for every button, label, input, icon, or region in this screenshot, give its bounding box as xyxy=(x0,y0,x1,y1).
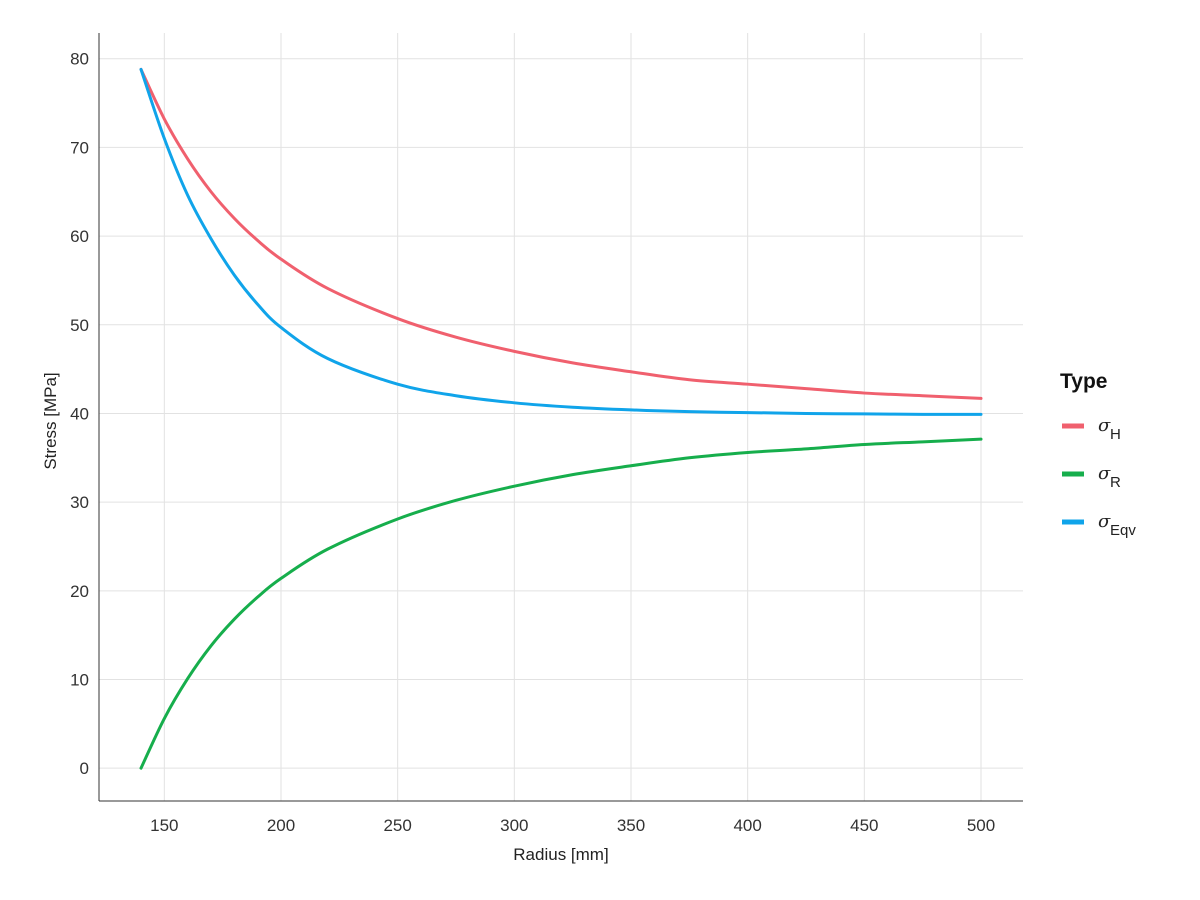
y-tick-label: 40 xyxy=(70,404,89,423)
y-axis-title: Stress [MPa] xyxy=(41,372,60,469)
series-line-sigma-h xyxy=(139,67,983,400)
legend-symbol: σ xyxy=(1098,415,1111,436)
x-tick-label: 250 xyxy=(383,816,411,835)
x-tick-label: 450 xyxy=(850,816,878,835)
legend-entry-sigma-eqv: σ Eqv xyxy=(1062,511,1136,539)
legend-symbol: σ xyxy=(1098,463,1111,484)
legend: Type σ Hσ Rσ Eqv xyxy=(1060,370,1136,539)
legend-title: Type xyxy=(1060,370,1107,393)
legend-subscript: Eqv xyxy=(1110,522,1136,539)
x-tick-label: 300 xyxy=(500,816,528,835)
legend-symbol: σ xyxy=(1098,511,1111,532)
x-tick-label: 500 xyxy=(967,816,995,835)
legend-subscript: H xyxy=(1110,426,1121,443)
axes xyxy=(98,33,1023,802)
y-tick-label: 60 xyxy=(70,227,89,246)
x-axis-title: Radius [mm] xyxy=(513,845,608,864)
legend-subscript: R xyxy=(1110,474,1121,491)
x-tick-label: 150 xyxy=(150,816,178,835)
x-tick-label: 400 xyxy=(733,816,761,835)
y-tick-label: 10 xyxy=(70,671,89,690)
series-line-sigma-eqv xyxy=(139,67,983,416)
x-tick-labels: 150 200 250 300 350 400 450 500 xyxy=(150,816,995,835)
y-tick-label: 0 xyxy=(80,759,89,778)
series-lines xyxy=(139,67,983,770)
y-tick-label: 30 xyxy=(70,493,89,512)
y-tick-label: 80 xyxy=(70,50,89,69)
x-tick-label: 350 xyxy=(617,816,645,835)
series-line-sigma-r xyxy=(139,437,983,770)
grid xyxy=(99,33,1023,801)
y-tick-label: 50 xyxy=(70,316,89,335)
y-tick-labels: 0 10 20 30 40 50 60 70 80 xyxy=(70,50,89,778)
x-tick-label: 200 xyxy=(267,816,295,835)
y-tick-label: 20 xyxy=(70,582,89,601)
y-tick-label: 70 xyxy=(70,138,89,157)
